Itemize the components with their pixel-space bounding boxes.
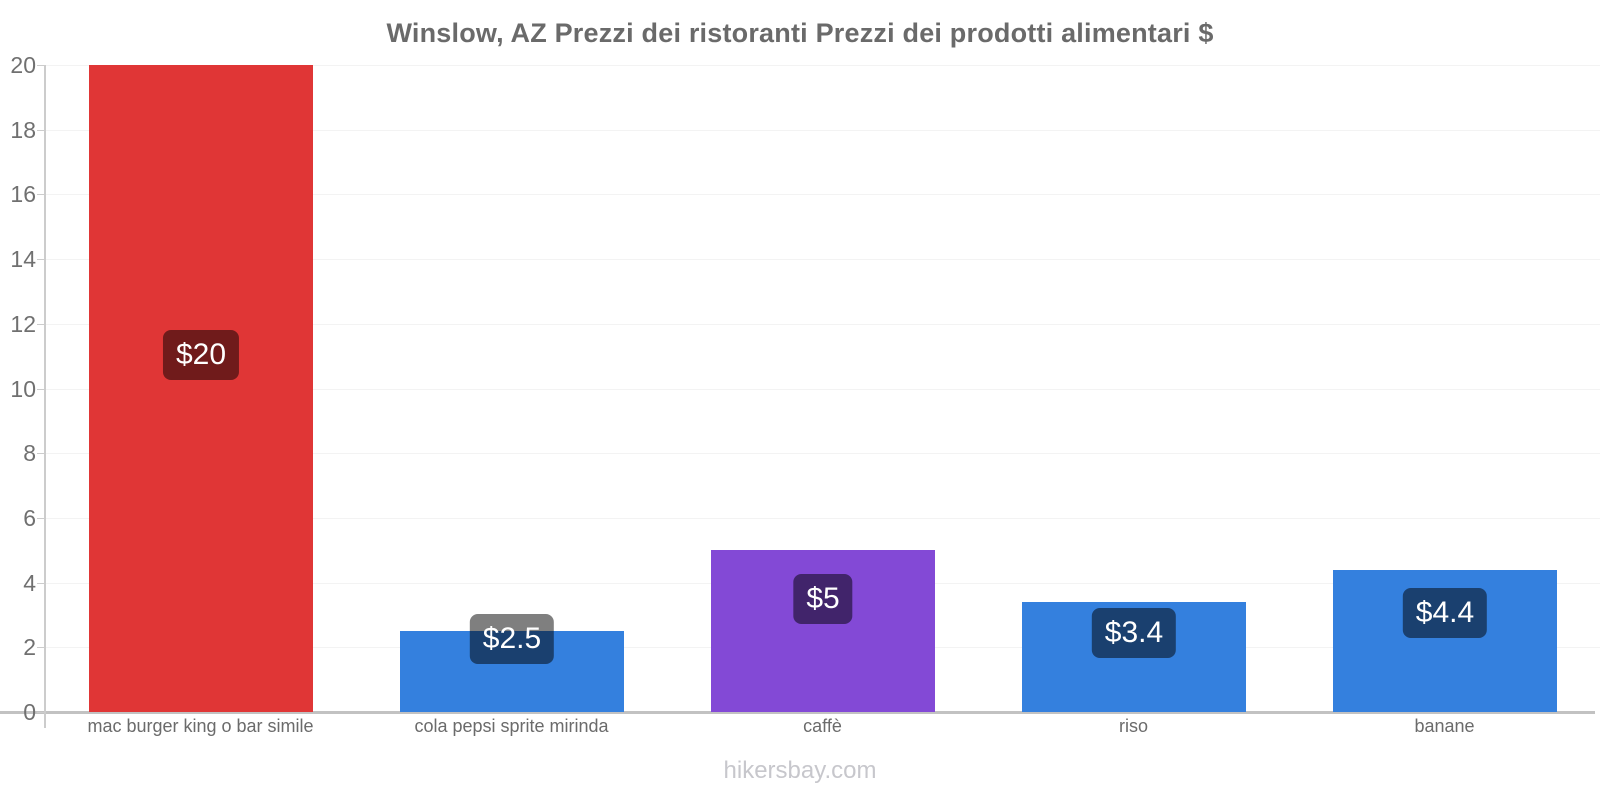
gridline <box>45 453 1600 454</box>
x-axis-baseline <box>0 711 1595 714</box>
x-category-label: mac burger king o bar simile <box>87 716 314 736</box>
x-category-label: cola pepsi sprite mirinda <box>414 716 609 736</box>
y-tick-label: 10 <box>10 376 36 402</box>
gridline <box>45 518 1600 519</box>
bar-value-badge: $20 <box>162 330 240 380</box>
gridline <box>45 130 1600 131</box>
bar-value-badge: $2.5 <box>469 614 555 664</box>
y-tick-mark <box>37 259 45 260</box>
bar-value-badge: $5 <box>793 574 853 624</box>
gridline <box>45 259 1600 260</box>
y-tick-label: 18 <box>10 117 36 143</box>
x-category-label: banane <box>1414 716 1475 736</box>
y-tick-label: 14 <box>10 246 36 272</box>
bar <box>89 65 313 712</box>
bar-value-badge: $3.4 <box>1091 608 1177 658</box>
gridline <box>45 65 1600 66</box>
y-tick-label: 0 <box>23 699 36 725</box>
x-category-label: caffè <box>803 716 842 736</box>
y-tick-mark <box>37 194 45 195</box>
y-tick-label: 2 <box>23 634 36 660</box>
y-tick-mark <box>37 712 45 713</box>
y-tick-label: 16 <box>10 181 36 207</box>
y-axis-line <box>44 65 46 728</box>
y-tick-label: 4 <box>23 570 36 596</box>
y-tick-label: 8 <box>23 440 36 466</box>
y-tick-label: 6 <box>23 505 36 531</box>
bar-value-badge: $4.4 <box>1402 588 1488 638</box>
y-tick-label: 20 <box>10 52 36 78</box>
y-tick-mark <box>37 647 45 648</box>
y-tick-mark <box>37 130 45 131</box>
y-tick-mark <box>37 389 45 390</box>
chart-title: Winslow, AZ Prezzi dei ristoranti Prezzi… <box>386 18 1214 48</box>
y-tick-mark <box>37 583 45 584</box>
gridline <box>45 194 1600 195</box>
y-tick-mark <box>37 518 45 519</box>
y-tick-mark <box>37 324 45 325</box>
y-tick-label: 12 <box>10 311 36 337</box>
gridline <box>45 324 1600 325</box>
gridline <box>45 389 1600 390</box>
watermark-text: hikersbay.com <box>723 757 877 784</box>
y-tick-mark <box>37 453 45 454</box>
y-tick-mark <box>37 65 45 66</box>
x-category-label: riso <box>1118 716 1148 736</box>
